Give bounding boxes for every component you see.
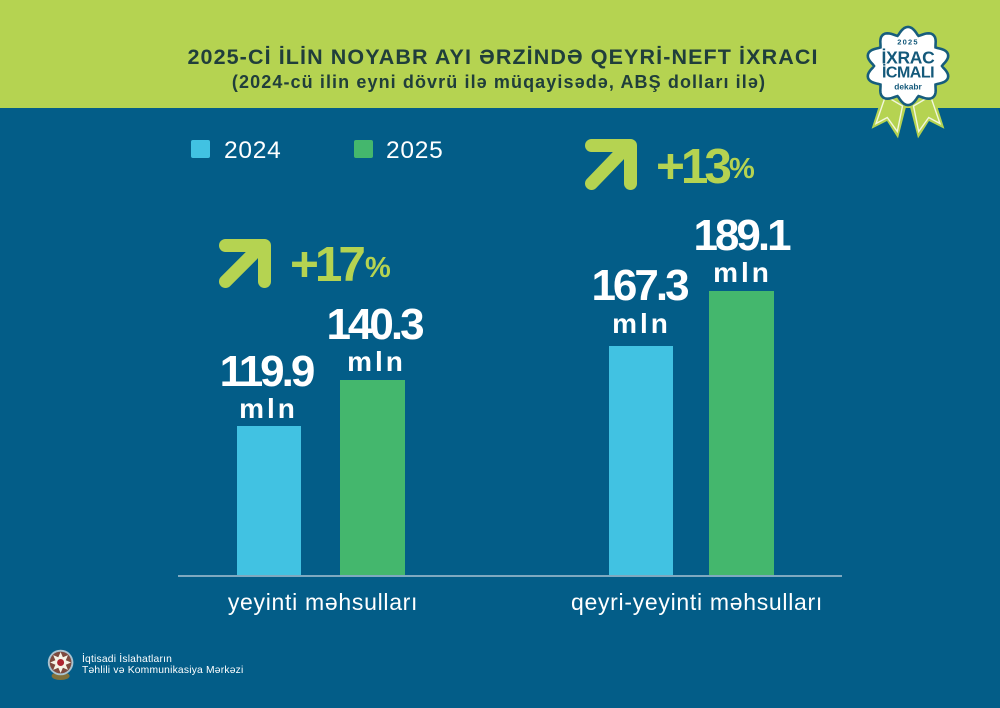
- svg-text:dekabr: dekabr: [894, 82, 922, 92]
- svg-text:2025: 2025: [897, 38, 919, 47]
- svg-text:İCMALI: İCMALI: [882, 63, 934, 81]
- svg-text:İXRAC: İXRAC: [882, 48, 936, 68]
